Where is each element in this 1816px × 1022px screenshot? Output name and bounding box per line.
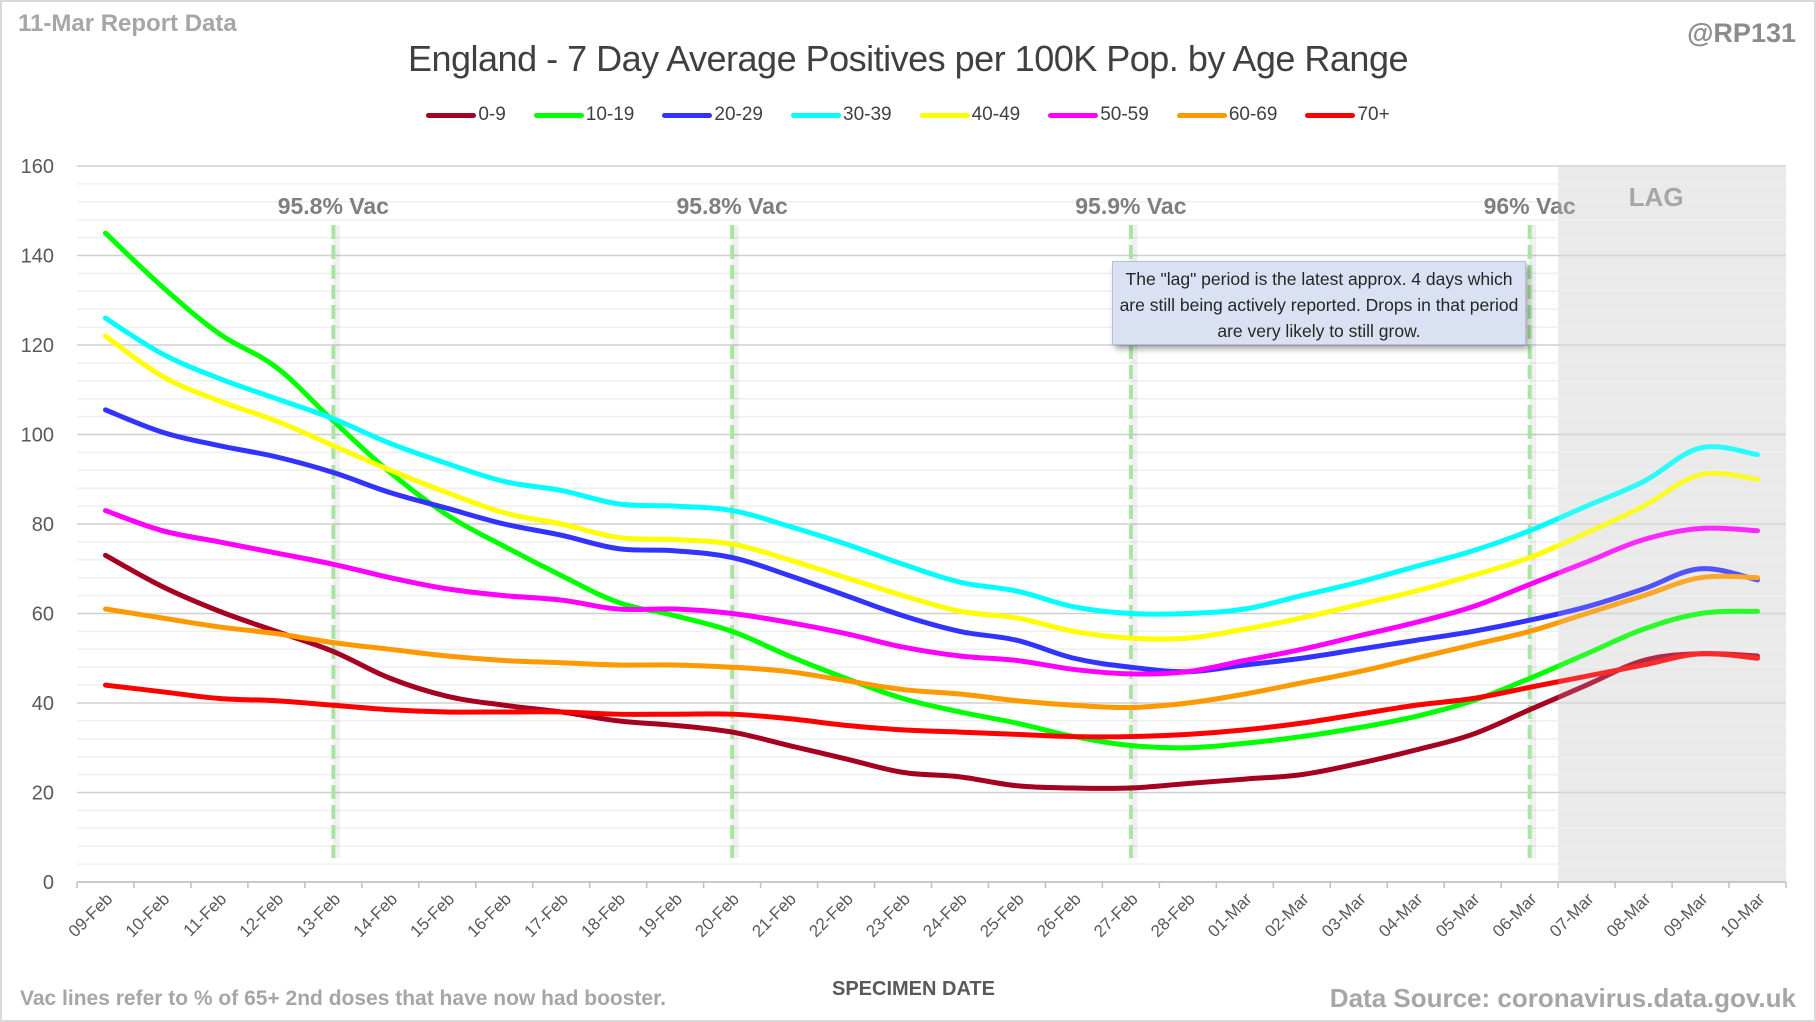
author-handle: @RP131 (1687, 18, 1796, 48)
legend-label: 40-49 (971, 104, 1021, 125)
legend-label: 0-9 (478, 104, 506, 125)
x-tick-label: 10-Mar (1717, 889, 1769, 941)
x-tick-label: 06-Mar (1489, 889, 1541, 941)
legend-item-70+: 70+ (1305, 104, 1390, 126)
x-tick-label: 01-Mar (1204, 889, 1256, 941)
vac-footnote: Vac lines refer to % of 65+ 2nd doses th… (20, 987, 666, 1010)
legend-item-0-9: 0-9 (426, 104, 506, 126)
x-tick-label: 26-Feb (1033, 889, 1085, 941)
legend-item-40-49: 40-49 (919, 104, 1021, 126)
series-line-40-49 (102, 333, 1761, 642)
x-tick-label: 07-Mar (1546, 889, 1598, 941)
vac-label: 96% Vac (1484, 193, 1576, 219)
legend-item-50-59: 50-59 (1048, 104, 1149, 126)
legend-label: 30-39 (843, 104, 892, 125)
lag-label: LAG (1629, 182, 1684, 212)
y-tick-label: 140 (21, 246, 54, 268)
data-source: Data Source: coronavirus.data.gov.uk (1329, 983, 1796, 1013)
series-line-50-59 (102, 508, 1761, 677)
x-tick-label: 19-Feb (634, 889, 686, 941)
x-tick-label: 18-Feb (577, 889, 629, 941)
chart-title: England - 7 Day Average Positives per 10… (407, 38, 1409, 79)
series-line-30-39 (102, 315, 1761, 617)
legend: 0-9 10-19 20-29 30-39 40-49 50-59 60-69 70+ (0, 104, 1816, 126)
x-tick-label: 20-Feb (691, 889, 743, 941)
series-line-0-9 (102, 552, 1761, 791)
vac-label: 95.9% Vac (1075, 193, 1186, 219)
vac-label: 95.8% Vac (676, 193, 787, 219)
x-tick-label: 17-Feb (521, 889, 573, 941)
y-tick-label: 40 (32, 693, 54, 715)
vac-label: 95.8% Vac (278, 193, 389, 219)
legend-swatch (919, 112, 970, 118)
x-tick-label: 10-Feb (122, 889, 174, 941)
x-tick-label: 02-Mar (1261, 889, 1313, 941)
x-tick-label: 13-Feb (293, 889, 345, 941)
y-tick-label: 60 (32, 604, 54, 626)
y-tick-label: 20 (32, 783, 54, 805)
y-tick-label: 100 (21, 425, 54, 447)
x-tick-label: 21-Feb (748, 889, 800, 941)
legend-swatch (662, 112, 713, 118)
legend-item-30-39: 30-39 (791, 104, 892, 126)
x-axis-title: SPECIMEN DATE (832, 978, 995, 1000)
legend-swatch (791, 112, 841, 118)
legend-label: 60-69 (1228, 104, 1278, 125)
report-date-label: 11-Mar Report Data (18, 10, 237, 37)
legend-swatch (1048, 112, 1099, 118)
lag-note-box: The "lag" period is the latest approx. 4… (1112, 261, 1526, 345)
y-tick-label: 80 (32, 514, 54, 536)
x-tick-label: 03-Mar (1318, 889, 1370, 941)
x-tick-label: 15-Feb (407, 889, 459, 941)
x-tick-label: 08-Mar (1603, 889, 1655, 941)
x-tick-label: 11-Feb (180, 889, 231, 940)
x-tick-label: 22-Feb (805, 889, 857, 941)
series-line-70+ (102, 651, 1761, 740)
y-tick-label: 160 (21, 156, 54, 178)
y-tick-label: 0 (43, 872, 54, 894)
series-line-60-69 (102, 573, 1761, 711)
x-tick-label: 25-Feb (976, 889, 1028, 941)
legend-swatch (1305, 112, 1356, 118)
legend-item-60-69: 60-69 (1176, 104, 1278, 126)
x-tick-label: 24-Feb (919, 889, 971, 941)
legend-swatch (1176, 112, 1227, 118)
legend-swatch (426, 112, 477, 118)
x-tick-label: 16-Feb (464, 889, 516, 941)
x-tick-label: 09-Mar (1660, 889, 1712, 941)
legend-label: 70+ (1357, 104, 1390, 125)
x-tick-label: 14-Feb (350, 889, 402, 941)
lag-overlay (1558, 166, 1786, 882)
legend-label: 10-19 (585, 104, 635, 125)
series-line-20-29 (102, 407, 1761, 675)
legend-swatch (533, 112, 584, 118)
x-tick-label: 28-Feb (1147, 889, 1199, 941)
legend-item-20-29: 20-29 (662, 104, 763, 126)
x-tick-label: 12-Feb (236, 889, 288, 941)
y-tick-label: 120 (21, 335, 54, 357)
x-tick-label: 09-Feb (65, 889, 117, 941)
x-tick-label: 05-Mar (1432, 889, 1484, 941)
x-tick-label: 23-Feb (862, 889, 914, 941)
x-tick-label: 27-Feb (1090, 889, 1142, 941)
legend-label: 20-29 (714, 104, 763, 125)
x-tick-label: 04-Mar (1375, 889, 1427, 941)
legend-item-10-19: 10-19 (533, 104, 635, 126)
legend-label: 50-59 (1100, 104, 1149, 125)
